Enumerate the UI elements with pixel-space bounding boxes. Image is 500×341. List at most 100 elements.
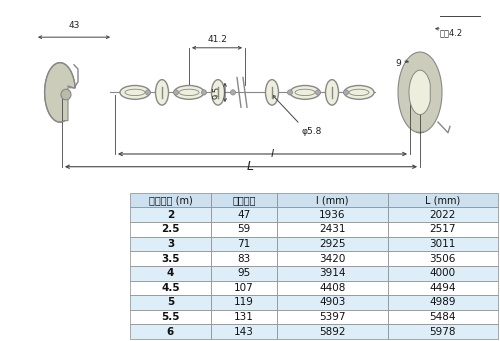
Text: 3420: 3420 bbox=[319, 254, 345, 264]
Bar bbox=[277, 310, 388, 324]
Text: 5: 5 bbox=[167, 297, 174, 308]
Text: 3.5: 3.5 bbox=[161, 254, 180, 264]
Bar bbox=[211, 237, 277, 251]
Ellipse shape bbox=[295, 89, 315, 95]
Text: 59: 59 bbox=[238, 224, 250, 234]
Bar bbox=[277, 207, 388, 222]
Bar bbox=[388, 207, 498, 222]
Text: 131: 131 bbox=[234, 312, 254, 322]
Bar bbox=[130, 251, 211, 266]
Text: 4: 4 bbox=[167, 268, 174, 278]
Bar bbox=[277, 281, 388, 295]
Ellipse shape bbox=[290, 86, 320, 99]
Text: L (mm): L (mm) bbox=[425, 195, 460, 205]
Text: 5.5: 5.5 bbox=[161, 312, 180, 322]
Bar bbox=[388, 251, 498, 266]
Bar bbox=[211, 193, 277, 207]
Text: 呼び長さ (m): 呼び長さ (m) bbox=[148, 195, 192, 205]
Text: 1936: 1936 bbox=[319, 210, 345, 220]
Ellipse shape bbox=[326, 80, 338, 105]
Text: 2431: 2431 bbox=[319, 224, 345, 234]
Bar bbox=[211, 266, 277, 281]
Text: L: L bbox=[246, 160, 254, 173]
Text: 板厚4.2: 板厚4.2 bbox=[440, 29, 463, 38]
Circle shape bbox=[202, 90, 206, 95]
Text: 6: 6 bbox=[167, 327, 174, 337]
Bar bbox=[130, 237, 211, 251]
Text: 2: 2 bbox=[167, 210, 174, 220]
Bar bbox=[130, 193, 211, 207]
Bar bbox=[130, 207, 211, 222]
Text: 4494: 4494 bbox=[430, 283, 456, 293]
Bar bbox=[130, 266, 211, 281]
Bar bbox=[277, 222, 388, 237]
Text: 2517: 2517 bbox=[430, 224, 456, 234]
Text: l (mm): l (mm) bbox=[316, 195, 348, 205]
Text: 4903: 4903 bbox=[319, 297, 345, 308]
Bar bbox=[277, 324, 388, 339]
Bar bbox=[277, 266, 388, 281]
Bar bbox=[211, 295, 277, 310]
Text: リンク数: リンク数 bbox=[232, 195, 256, 205]
Text: 71: 71 bbox=[238, 239, 250, 249]
Ellipse shape bbox=[125, 89, 145, 95]
Bar bbox=[211, 281, 277, 295]
Bar bbox=[130, 222, 211, 237]
Ellipse shape bbox=[174, 86, 204, 99]
Text: 41.2: 41.2 bbox=[207, 34, 227, 44]
Bar bbox=[211, 251, 277, 266]
Text: l: l bbox=[271, 149, 274, 159]
Bar bbox=[211, 324, 277, 339]
Bar bbox=[277, 251, 388, 266]
Text: 9.5: 9.5 bbox=[212, 86, 221, 99]
Circle shape bbox=[146, 90, 150, 95]
Bar bbox=[211, 222, 277, 237]
Ellipse shape bbox=[349, 89, 369, 95]
Bar bbox=[388, 193, 498, 207]
Text: 9: 9 bbox=[395, 59, 401, 68]
Bar bbox=[388, 324, 498, 339]
Circle shape bbox=[61, 89, 71, 100]
Bar bbox=[388, 295, 498, 310]
Ellipse shape bbox=[266, 80, 278, 105]
Bar bbox=[130, 281, 211, 295]
Text: 4408: 4408 bbox=[319, 283, 345, 293]
Bar bbox=[130, 295, 211, 310]
Polygon shape bbox=[409, 70, 430, 115]
Text: 3506: 3506 bbox=[430, 254, 456, 264]
Bar bbox=[277, 295, 388, 310]
Bar bbox=[388, 222, 498, 237]
Text: φ5.8: φ5.8 bbox=[302, 128, 322, 136]
Text: 2022: 2022 bbox=[430, 210, 456, 220]
Text: 5397: 5397 bbox=[319, 312, 345, 322]
Text: 2.5: 2.5 bbox=[161, 224, 180, 234]
Text: 4000: 4000 bbox=[430, 268, 456, 278]
Bar bbox=[277, 193, 388, 207]
Ellipse shape bbox=[156, 80, 168, 105]
Text: 95: 95 bbox=[238, 268, 250, 278]
Text: 3: 3 bbox=[167, 239, 174, 249]
Text: 3011: 3011 bbox=[430, 239, 456, 249]
Bar bbox=[388, 266, 498, 281]
Bar bbox=[388, 281, 498, 295]
Circle shape bbox=[288, 90, 292, 95]
Bar bbox=[130, 310, 211, 324]
Polygon shape bbox=[44, 63, 75, 122]
Bar bbox=[130, 324, 211, 339]
Text: 83: 83 bbox=[238, 254, 250, 264]
Bar bbox=[211, 310, 277, 324]
Circle shape bbox=[344, 90, 348, 95]
Text: 107: 107 bbox=[234, 283, 254, 293]
Ellipse shape bbox=[120, 86, 150, 99]
Text: 5892: 5892 bbox=[319, 327, 345, 337]
Circle shape bbox=[230, 90, 235, 95]
Polygon shape bbox=[398, 52, 442, 133]
Circle shape bbox=[316, 90, 320, 95]
Bar bbox=[388, 310, 498, 324]
Text: 2925: 2925 bbox=[319, 239, 345, 249]
Bar bbox=[388, 237, 498, 251]
Text: 3914: 3914 bbox=[319, 268, 345, 278]
Text: 143: 143 bbox=[234, 327, 254, 337]
Text: 5484: 5484 bbox=[430, 312, 456, 322]
Text: 4.5: 4.5 bbox=[161, 283, 180, 293]
